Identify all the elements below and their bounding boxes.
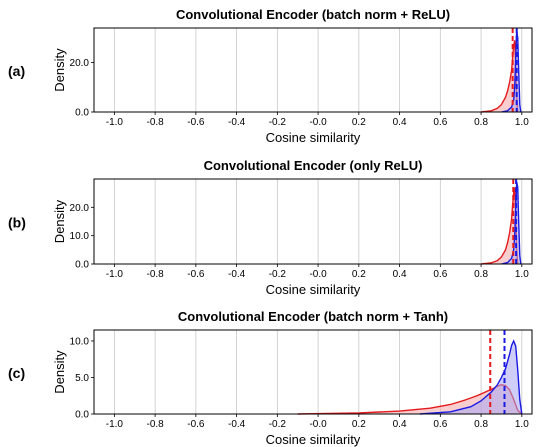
chart-title: Convolutional Encoder (batch norm + Tanh… <box>178 309 448 324</box>
x-tick-label: 0.2 <box>352 269 366 280</box>
density-area-2 <box>419 340 522 414</box>
panel-label: (c) <box>8 365 25 381</box>
x-tick-label: 0.4 <box>393 117 407 128</box>
y-tick-label: 10.0 <box>70 231 90 242</box>
x-tick-label: -1.0 <box>106 419 124 430</box>
x-axis-label: Cosine similarity <box>266 130 361 145</box>
x-axis-label: Cosine similarity <box>266 432 361 447</box>
axes-frame <box>93 329 533 415</box>
x-tick-label: 0.4 <box>393 419 407 430</box>
panel-label: (b) <box>8 215 26 231</box>
y-tick-label: 20.0 <box>70 58 90 69</box>
chart-title: Convolutional Encoder (only ReLU) <box>204 158 423 173</box>
panel-2: -1.0 -0.8 -0.6 -0.4 -0.2 -0.0 0.2 0.4 0.6 0.8 1.0 0… <box>8 158 533 297</box>
y-tick-label: 0.0 <box>75 260 89 271</box>
x-tick-label: -0.4 <box>228 269 246 280</box>
x-tick-label: -0.8 <box>146 419 164 430</box>
x-tick-label: 0.8 <box>474 269 488 280</box>
axes-frame <box>93 27 533 113</box>
x-tick-label: -0.0 <box>309 419 327 430</box>
x-axis-label: Cosine similarity <box>266 282 361 297</box>
x-tick-label: 1.0 <box>515 269 529 280</box>
x-tick-label: -0.0 <box>309 117 327 128</box>
x-tick-label: -0.6 <box>187 269 205 280</box>
x-tick-label: 1.0 <box>515 419 529 430</box>
x-tick-label: 0.2 <box>352 419 366 430</box>
x-tick-label: -0.0 <box>309 269 327 280</box>
x-tick-label: 0.6 <box>433 419 447 430</box>
axes-frame <box>93 178 533 265</box>
x-tick-label: 0.4 <box>393 269 407 280</box>
x-tick-label: 0.6 <box>433 269 447 280</box>
x-tick-label: -1.0 <box>106 117 124 128</box>
chart-title: Convolutional Encoder (batch norm + ReLU… <box>176 7 450 22</box>
density-line-2 <box>419 339 523 415</box>
panel-1: -1.0 -0.8 -0.6 -0.4 -0.2 -0.0 0.2 0.4 0.6 0.8 1.0 0… <box>8 7 533 145</box>
x-tick-label: 0.2 <box>352 117 366 128</box>
x-tick-label: 0.8 <box>474 117 488 128</box>
x-tick-label: -0.2 <box>269 269 287 280</box>
y-tick-label: 10.0 <box>70 336 90 347</box>
y-tick-label: 0.0 <box>75 410 89 421</box>
panel-label: (a) <box>8 63 25 79</box>
density-area-1 <box>297 384 522 414</box>
panel-3: -1.0 -0.8 -0.6 -0.4 -0.2 -0.0 0.2 0.4 0.6 0.8 1.0 0… <box>8 309 533 447</box>
y-axis-label: Density <box>52 350 67 394</box>
x-tick-label: 1.0 <box>515 117 529 128</box>
x-tick-label: -0.8 <box>146 269 164 280</box>
density-area-1 <box>481 187 518 264</box>
x-tick-label: -0.6 <box>187 419 205 430</box>
x-tick-label: -1.0 <box>106 269 124 280</box>
x-tick-label: -0.2 <box>269 419 287 430</box>
y-tick-label: 5.0 <box>75 373 89 384</box>
x-tick-label: -0.6 <box>187 117 205 128</box>
y-axis-label: Density <box>52 48 67 92</box>
y-tick-label: 20.0 <box>70 203 90 214</box>
x-tick-label: -0.2 <box>269 117 287 128</box>
x-tick-label: -0.4 <box>228 419 246 430</box>
x-tick-label: 0.8 <box>474 419 488 430</box>
y-axis-label: Density <box>52 199 67 243</box>
density-line-2 <box>501 30 522 113</box>
density-area-1 <box>481 40 518 112</box>
y-tick-label: 0.0 <box>75 108 89 119</box>
x-tick-label: 0.6 <box>433 117 447 128</box>
x-tick-label: -0.8 <box>146 117 164 128</box>
x-tick-label: -0.4 <box>228 117 246 128</box>
